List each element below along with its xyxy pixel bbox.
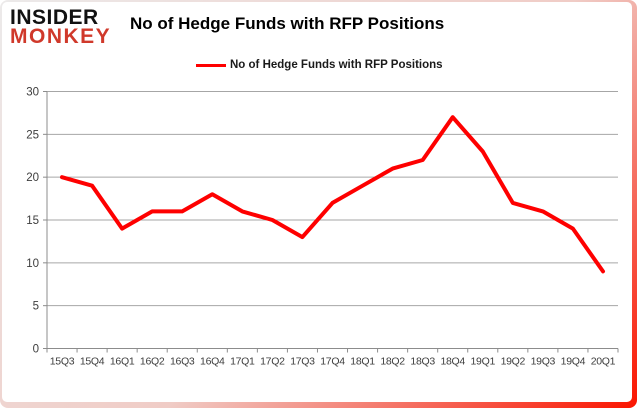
y-axis-label: 10 <box>26 258 39 270</box>
chart-title: No of Hedge Funds with RFP Positions <box>130 14 445 33</box>
y-axis-label: 20 <box>26 172 39 184</box>
chart-card: INSIDER MONKEY No of Hedge Funds with RF… <box>2 2 632 402</box>
x-axis-label: 16Q1 <box>110 356 135 368</box>
x-axis-label: 15Q3 <box>50 356 75 368</box>
x-axis-label: 18Q4 <box>440 356 465 368</box>
legend-line-swatch <box>196 63 226 67</box>
x-axis-label: 19Q1 <box>471 356 496 368</box>
y-axis-label: 5 <box>33 301 39 313</box>
legend: No of Hedge Funds with RFP Positions <box>196 59 443 71</box>
x-axis-label: 18Q3 <box>410 356 435 368</box>
x-axis-label: 17Q2 <box>260 356 285 368</box>
logo-text-monkey: MONKEY <box>10 25 112 48</box>
x-axis-label: 15Q4 <box>80 356 105 368</box>
data-series-line <box>60 115 605 274</box>
x-axis-label: 20Q1 <box>591 356 616 368</box>
x-axis-label: 16Q4 <box>200 356 225 368</box>
y-axis-label: 25 <box>26 129 39 141</box>
y-axis-label: 0 <box>33 344 39 356</box>
insider-monkey-logo: INSIDER MONKEY <box>10 6 112 48</box>
line-chart: 0 5 10 15 20 25 30 15Q3 15Q4 16Q1 16Q2 16Q3 16Q4 17Q1… <box>26 87 619 368</box>
x-axis-label: 17Q4 <box>320 356 345 368</box>
x-axis-label: 16Q2 <box>140 356 165 368</box>
y-axis-label: 30 <box>26 87 39 99</box>
x-axis-label: 18Q2 <box>380 356 405 368</box>
x-axis-label: 19Q4 <box>561 356 586 368</box>
logo-text-insider: INSIDER <box>10 6 99 29</box>
legend-label: No of Hedge Funds with RFP Positions <box>230 59 443 71</box>
x-axis-label: 17Q1 <box>230 356 255 368</box>
x-axis-label: 18Q1 <box>350 356 375 368</box>
x-axis-label: 19Q2 <box>501 356 526 368</box>
x-axis-label: 19Q3 <box>531 356 556 368</box>
y-axis-label: 15 <box>26 215 39 227</box>
x-axis-label: 16Q3 <box>170 356 195 368</box>
x-axis-label: 17Q3 <box>290 356 315 368</box>
